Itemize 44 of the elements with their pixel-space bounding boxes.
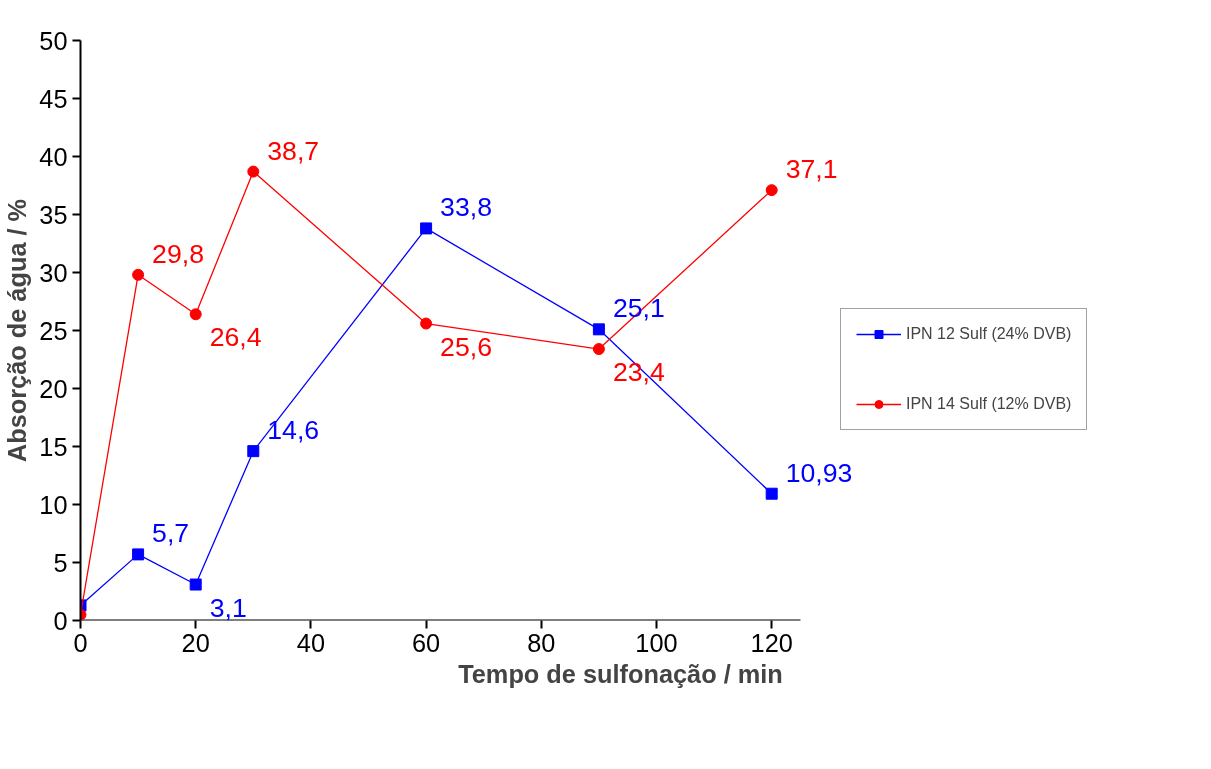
data-label: 14,6 <box>267 415 320 446</box>
point <box>592 343 605 356</box>
data-label: 25,6 <box>440 331 492 362</box>
y-tick-label: 20 <box>39 374 68 403</box>
data-label: 29,8 <box>152 238 204 269</box>
data-label: 10,93 <box>785 457 853 488</box>
y-tick-label: 15 <box>39 432 68 461</box>
point <box>765 487 778 500</box>
x-tick-label: 0 <box>73 628 88 657</box>
y-axis-title: Absorção de água / % <box>3 198 32 463</box>
data-label: 33,8 <box>440 192 492 223</box>
point <box>189 308 202 321</box>
data-label: 38,7 <box>267 135 320 166</box>
y-tick-label: 40 <box>39 142 68 171</box>
data-label: 37,1 <box>785 154 838 185</box>
y-tick-label: 5 <box>53 548 68 577</box>
x-tick-label: 100 <box>635 628 678 657</box>
y-tick-label: 50 <box>39 26 68 55</box>
x-tick-label: 60 <box>412 628 441 657</box>
y-tick-label: 45 <box>39 84 68 113</box>
y-tick-label: 35 <box>39 200 68 229</box>
legend-label: IPN 14 Sulf (12% DVB) <box>906 395 1072 413</box>
point <box>592 323 605 336</box>
x-tick-label: 20 <box>181 628 210 657</box>
point <box>247 165 260 178</box>
point <box>247 445 260 458</box>
point <box>132 268 145 281</box>
y-tick-label: 10 <box>39 490 68 519</box>
data-label: 3,1 <box>209 592 247 623</box>
y-tick-label: 30 <box>39 258 68 287</box>
data-label: 5,7 <box>152 518 190 549</box>
point <box>765 184 778 197</box>
x-tick-label: 40 <box>296 628 325 657</box>
point <box>420 222 433 235</box>
legend-label: IPN 12 Sulf (24% DVB) <box>906 325 1072 343</box>
point <box>420 317 433 330</box>
x-axis-title: Tempo de sulfonação / min <box>458 659 783 688</box>
point <box>189 578 202 591</box>
x-tick-label: 80 <box>527 628 556 657</box>
point <box>132 548 145 561</box>
y-tick-label: 25 <box>39 316 68 345</box>
y-tick-label: 0 <box>53 606 68 635</box>
data-label: 26,4 <box>209 322 262 353</box>
x-tick-label: 120 <box>750 628 793 657</box>
